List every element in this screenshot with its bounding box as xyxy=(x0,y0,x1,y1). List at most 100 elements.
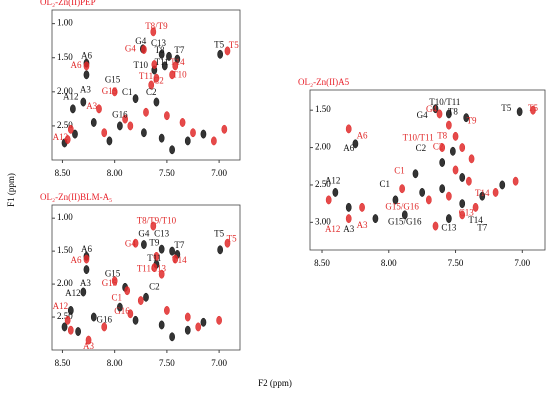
cross-peak xyxy=(80,97,87,107)
cross-peak xyxy=(479,191,486,201)
cross-peak xyxy=(153,73,160,83)
x-tick-label: 7.50 xyxy=(159,358,175,368)
cross-peak xyxy=(111,87,118,97)
cross-peak xyxy=(106,136,113,146)
cross-peak xyxy=(463,113,470,123)
cross-peak xyxy=(399,184,405,194)
peak-label: T10 xyxy=(172,70,187,80)
peak-label: T9 xyxy=(149,237,159,247)
x-tick-label: 8.00 xyxy=(381,258,397,268)
cross-peak xyxy=(137,296,144,306)
cross-peak xyxy=(459,199,466,209)
cross-peak xyxy=(90,118,97,127)
y-tick-label: 1.00 xyxy=(57,18,73,28)
x-tick-label: 7.00 xyxy=(514,258,530,268)
peak-label: G15/G16 xyxy=(388,216,422,226)
cross-peak xyxy=(184,312,191,322)
cross-peak xyxy=(436,109,443,119)
peak-label: A12 xyxy=(65,288,81,298)
cross-peak xyxy=(96,104,102,114)
cross-peak xyxy=(169,246,175,256)
cross-peak xyxy=(141,128,147,138)
cross-peak xyxy=(141,45,147,54)
cross-peak xyxy=(439,143,446,153)
cross-peak xyxy=(153,97,160,107)
peak-label: T10/T11 xyxy=(403,133,434,143)
peak-label: C1 xyxy=(122,87,133,97)
cross-peak xyxy=(184,136,191,146)
cross-peak xyxy=(111,276,118,286)
cross-peak xyxy=(432,221,439,231)
cross-peak xyxy=(64,135,71,144)
cross-peak xyxy=(143,292,149,302)
cross-peak xyxy=(452,165,459,175)
peak-label: T5 xyxy=(229,40,239,50)
panel-title: OL₂-Zn(II)PEP xyxy=(40,0,96,7)
y-tick-label: 3.00 xyxy=(315,216,331,226)
y-tick-label: 2.00 xyxy=(57,278,73,288)
panel-title: OL₂-Zn(II)BLM-A₅ xyxy=(40,192,112,202)
cross-peak xyxy=(446,120,452,130)
peak-label: C1 xyxy=(394,166,405,176)
cross-peak xyxy=(172,254,179,264)
cross-peak xyxy=(169,70,175,80)
peak-label: C2 xyxy=(146,87,157,97)
cross-peak xyxy=(169,145,175,155)
cross-peak xyxy=(224,46,231,56)
peak-label: G4 xyxy=(426,104,437,114)
peak-label: T10 xyxy=(134,60,149,70)
y-tick-label: 1.50 xyxy=(315,104,331,114)
cross-peak xyxy=(127,309,134,319)
cross-peak xyxy=(83,70,90,80)
cross-peak xyxy=(132,315,139,325)
cross-peak xyxy=(359,202,365,212)
spectrum-panel: OL₂-Zn(II)BLM-A₅ 8.50 8.00 7.50 7.00 1.00 1.50… xyxy=(40,192,241,368)
peak-label: C13 xyxy=(151,38,167,48)
cross-peak xyxy=(70,104,76,114)
cross-peak xyxy=(83,265,90,275)
peak-label: T11 xyxy=(137,264,151,274)
peak-label: A3 xyxy=(357,220,368,230)
spectrum-panel: OL₂-Zn(II)PEP 8.50 8.00 7.50 7.00 1.00 1.50 2.0… xyxy=(40,0,241,178)
cross-peak xyxy=(332,187,339,197)
cross-peak xyxy=(143,107,149,117)
cross-peak xyxy=(345,214,352,224)
cross-peak xyxy=(468,154,475,164)
cross-peak xyxy=(161,61,168,71)
cross-peak xyxy=(101,128,108,138)
cross-peak xyxy=(216,315,222,325)
cross-peak xyxy=(148,80,155,90)
cross-peak xyxy=(90,312,97,322)
peak-label: A3 xyxy=(80,85,91,95)
peak-label: A3 xyxy=(83,341,94,351)
peak-label: A6 xyxy=(357,130,368,140)
cross-peak xyxy=(372,214,379,224)
cross-peak xyxy=(446,214,452,224)
cross-peak xyxy=(150,27,157,37)
cross-peak xyxy=(439,158,446,167)
cross-peak xyxy=(446,109,452,119)
peak-label: A12 xyxy=(63,91,79,101)
peak-label: A6 xyxy=(71,255,82,265)
cross-peak xyxy=(459,143,466,153)
x-tick-label: 7.50 xyxy=(159,168,175,178)
cross-peak xyxy=(151,263,158,273)
peak-label: T11 xyxy=(139,71,153,81)
cross-peak xyxy=(446,191,452,201)
y-tick-label: 1.50 xyxy=(57,245,73,255)
cross-peak xyxy=(211,136,217,146)
cross-peak xyxy=(117,121,123,131)
cross-peak xyxy=(392,195,399,205)
cross-peak xyxy=(67,306,74,315)
peak-label: C13 xyxy=(154,229,170,239)
peak-label: C1 xyxy=(380,179,391,189)
cross-peak xyxy=(164,111,170,121)
cross-peak xyxy=(217,49,224,59)
y-axis-label: F1 (ppm) xyxy=(6,173,16,207)
peak-label: C13 xyxy=(151,264,167,274)
peak-label: A6 xyxy=(343,143,354,153)
peak-label: G16 xyxy=(96,314,112,324)
cross-peak xyxy=(158,133,165,143)
peak-label: G16 xyxy=(112,110,128,120)
peak-label: G15 xyxy=(102,86,118,96)
